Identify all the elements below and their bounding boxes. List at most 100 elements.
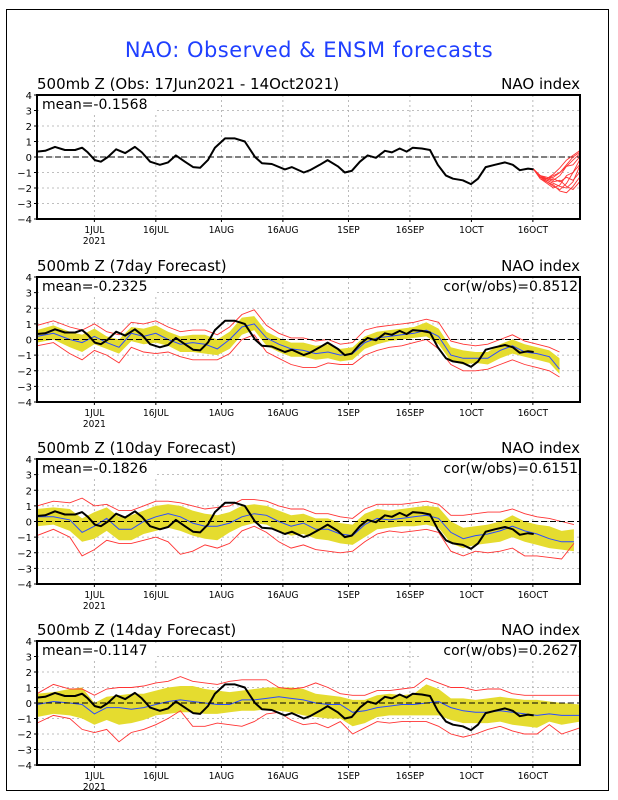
annotation-bg — [39, 643, 157, 658]
correlation-annotation: cor(w/obs)=0.6151 — [443, 461, 578, 477]
x-tick-label: 1JUL — [84, 771, 104, 782]
y-tick-label: 3 — [26, 107, 32, 118]
observed-nao-line — [36, 683, 534, 732]
x-tick-label: 16OCT — [518, 225, 549, 236]
mean-annotation: mean=-0.1568 — [42, 97, 147, 113]
annotation-bg — [39, 279, 157, 294]
y-tick-label: 4 — [26, 455, 32, 466]
panel-2: 500mb Z (7day Forecast) NAO index 4 3 2 1 0 −1 −… — [17, 257, 581, 430]
observed-nao-line — [36, 501, 534, 550]
figure-frame — [6, 9, 609, 791]
correlation-annotation: cor(w/obs)=0.8512 — [443, 279, 578, 295]
y-tick-label: −4 — [17, 215, 32, 226]
ensemble-member-line — [533, 164, 580, 189]
x-tick-label: 1AUG — [209, 771, 234, 782]
x-tick-label: 16JUL — [143, 771, 169, 782]
x-tick-label: 1OCT — [459, 590, 484, 601]
x-tick-label: 16AUG — [267, 225, 298, 236]
x-tick-year-label: 2021 — [83, 236, 106, 247]
x-tick-label: 1SEP — [337, 225, 360, 236]
ensemble-spread-band — [37, 316, 560, 374]
x-tick-label: 16OCT — [518, 771, 549, 782]
y-tick-label: 3 — [26, 289, 32, 300]
y-tick-label: 2 — [26, 304, 32, 315]
y-tick-label: −2 — [17, 549, 32, 560]
x-tick-year-label: 2021 — [83, 419, 106, 430]
mean-annotation: mean=-0.1826 — [42, 461, 148, 477]
x-tick-label: 16AUG — [267, 771, 298, 782]
panel-title: 500mb Z (10day Forecast) — [37, 439, 236, 457]
x-tick-label: 16OCT — [518, 590, 549, 601]
x-tick-label: 1SEP — [337, 771, 360, 782]
y-tick-label: 0 — [26, 518, 32, 529]
y-tick-label: 2 — [26, 122, 32, 133]
y-tick-label: −4 — [17, 761, 32, 772]
x-tick-label: 16AUG — [267, 408, 298, 419]
x-tick-label: 16SEP — [396, 771, 425, 782]
y-tick-label: −1 — [17, 169, 32, 180]
x-tick-label: 1AUG — [209, 590, 234, 601]
ensemble-min-line — [36, 334, 560, 378]
y-tick-label: −3 — [17, 382, 32, 393]
x-tick-label: 1OCT — [459, 225, 484, 236]
y-tick-label: 0 — [26, 153, 32, 164]
x-tick-label: 16SEP — [396, 408, 425, 419]
x-tick-label: 16AUG — [267, 590, 298, 601]
y-tick-label: 0 — [26, 699, 32, 710]
y-tick-label: −4 — [17, 398, 32, 409]
x-tick-label: 16JUL — [143, 408, 169, 419]
ensemble-min-line — [36, 710, 581, 743]
ensemble-member-line — [533, 156, 580, 180]
y-tick-label: −2 — [17, 730, 32, 741]
y-tick-label: 4 — [26, 91, 32, 102]
y-tick-label: 0 — [26, 336, 32, 347]
x-tick-label: 16OCT — [518, 408, 549, 419]
ensemble-min-line — [36, 525, 575, 560]
x-tick-label: 16JUL — [143, 225, 169, 236]
y-tick-label: −3 — [17, 200, 32, 211]
panel-right-label: NAO index — [501, 75, 580, 93]
y-tick-label: −1 — [17, 715, 32, 726]
mean-annotation: mean=-0.1147 — [42, 643, 147, 659]
y-tick-label: −1 — [17, 351, 32, 362]
x-tick-label: 1JUL — [84, 408, 104, 419]
panel-title: 500mb Z (14day Forecast) — [37, 621, 236, 639]
x-tick-year-label: 2021 — [83, 601, 106, 612]
panel-right-label: NAO index — [501, 621, 580, 639]
observed-nao-line — [36, 137, 534, 186]
ensemble-member-line — [533, 169, 580, 191]
panel-title: 500mb Z (Obs: 17Jun2021 - 14Oct2021) — [37, 75, 339, 93]
y-tick-label: −3 — [17, 564, 32, 575]
annotation-bg — [420, 279, 578, 294]
x-tick-label: 1SEP — [337, 408, 360, 419]
panel-3: 500mb Z (10day Forecast) NAO index 4 3 2 1 0 −1… — [17, 439, 581, 612]
y-tick-label: 3 — [26, 471, 32, 482]
panel-right-label: NAO index — [501, 439, 580, 457]
panel-4: 500mb Z (14day Forecast) NAO index 4 3 2 1 0 −1… — [17, 621, 581, 793]
x-tick-label: 1AUG — [209, 408, 234, 419]
ensemble-spread-band — [37, 684, 580, 728]
y-tick-label: −2 — [17, 184, 32, 195]
y-tick-label: 1 — [26, 502, 32, 513]
annotation-bg — [420, 461, 578, 476]
y-tick-label: 1 — [26, 684, 32, 695]
ensemble-max-line — [36, 676, 580, 696]
ensemble-max-line — [36, 309, 560, 353]
panel-right-label: NAO index — [501, 257, 580, 275]
y-tick-label: −4 — [17, 580, 32, 591]
x-tick-label: 1JUL — [84, 590, 104, 601]
annotation-bg — [420, 643, 578, 658]
x-tick-label: 1SEP — [337, 590, 360, 601]
correlation-annotation: cor(w/obs)=0.2627 — [443, 643, 578, 659]
y-tick-label: 2 — [26, 486, 32, 497]
ensemble-mean-line — [36, 323, 560, 370]
annotation-bg — [39, 97, 157, 112]
x-tick-label: 1OCT — [459, 771, 484, 782]
ensemble-spread-band — [37, 504, 574, 552]
y-tick-label: 1 — [26, 138, 32, 149]
observed-nao-line — [36, 319, 534, 368]
y-tick-label: 1 — [26, 320, 32, 331]
y-tick-label: 4 — [26, 637, 32, 648]
panel-1: 500mb Z (Obs: 17Jun2021 - 14Oct2021) NAO … — [17, 75, 581, 247]
